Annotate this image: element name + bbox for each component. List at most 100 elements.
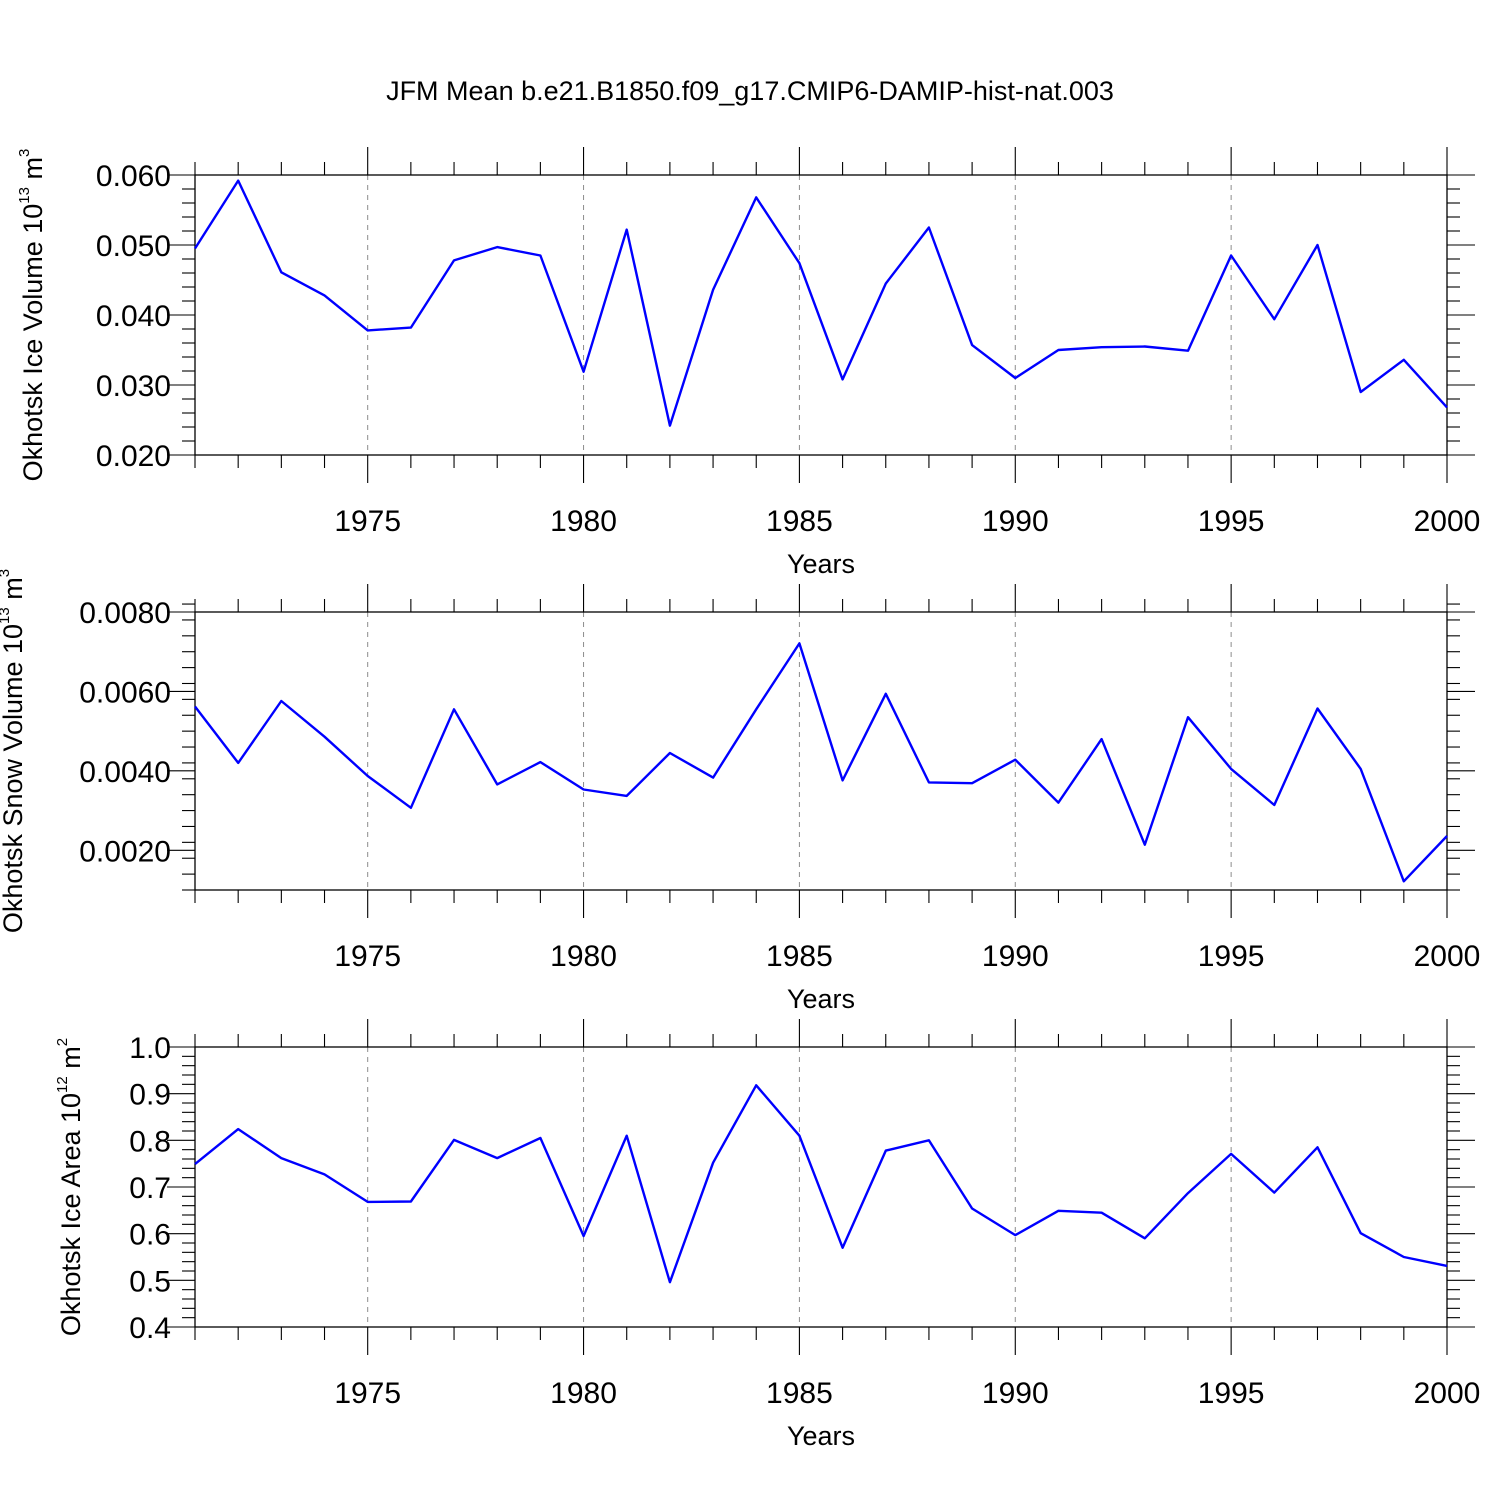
data-point xyxy=(625,794,629,798)
data-point xyxy=(841,377,845,381)
y-tick-label: 0.030 xyxy=(96,370,171,403)
y-tick-label: 0.8 xyxy=(129,1125,171,1158)
data-point xyxy=(409,806,413,810)
x-tick-label: 1995 xyxy=(1198,1377,1265,1410)
x-tick-label: 1985 xyxy=(766,505,833,538)
data-point xyxy=(625,1134,629,1138)
data-point xyxy=(279,699,283,703)
data-point xyxy=(1402,1255,1406,1259)
x-tick-label: 1990 xyxy=(982,1377,1049,1410)
data-point xyxy=(409,326,413,330)
data-point xyxy=(236,761,240,765)
data-point xyxy=(1143,843,1147,847)
data-point xyxy=(1100,345,1104,349)
data-point xyxy=(1186,1191,1190,1195)
data-point xyxy=(236,179,240,183)
y-tick-label: 0.4 xyxy=(129,1312,171,1345)
data-point xyxy=(193,705,197,709)
data-point xyxy=(1315,1145,1319,1149)
y-tick-label: 0.7 xyxy=(129,1172,171,1205)
data-point xyxy=(366,774,370,778)
data-point xyxy=(323,1172,327,1176)
x-tick-label: 1975 xyxy=(334,1377,401,1410)
data-point xyxy=(970,781,974,785)
data-point xyxy=(582,370,586,374)
data-point xyxy=(323,735,327,739)
data-point xyxy=(236,1127,240,1131)
data-point xyxy=(279,270,283,274)
chart-panels: 0.020 0.030 0.040 0.050 0.060 1975 1980 1985 199… xyxy=(0,147,1480,1451)
data-point xyxy=(1186,715,1190,719)
data-point xyxy=(1013,376,1017,380)
plot-frame xyxy=(194,174,1448,456)
panel-ice-volume: 0.020 0.030 0.040 0.050 0.060 1975 1980 1985 199… xyxy=(16,147,1480,579)
data-point xyxy=(797,641,801,645)
data-point xyxy=(1402,879,1406,883)
data-line-ice-volume xyxy=(193,179,1448,427)
data-point xyxy=(1013,1233,1017,1237)
data-point xyxy=(1359,390,1363,394)
data-point xyxy=(582,1234,586,1238)
x-tick-label: 1995 xyxy=(1198,505,1265,538)
data-point xyxy=(1272,1191,1276,1195)
data-point xyxy=(1359,1231,1363,1235)
y-tick-label: 0.020 xyxy=(96,440,171,473)
x-axis-title: Years xyxy=(787,984,855,1014)
data-point xyxy=(1143,345,1147,349)
data-point xyxy=(668,751,672,755)
data-point xyxy=(495,245,499,249)
data-point xyxy=(1143,1236,1147,1240)
data-point xyxy=(841,1246,845,1250)
chart-title: JFM Mean b.e21.B1850.f09_g17.CMIP6-DAMIP… xyxy=(386,76,1114,106)
data-point xyxy=(927,1138,931,1142)
data-point xyxy=(797,1134,801,1138)
x-tick-label: 2000 xyxy=(1414,940,1481,973)
x-tick-label: 1995 xyxy=(1198,940,1265,973)
y-axis-title: Okhotsk Ice Area 1012 m2 xyxy=(54,1038,86,1336)
data-line-snow-volume xyxy=(194,642,1448,883)
data-point xyxy=(538,760,542,764)
x-tick-label: 1990 xyxy=(982,505,1049,538)
data-point xyxy=(841,778,845,782)
x-tick-label: 1975 xyxy=(334,505,401,538)
data-point xyxy=(1272,803,1276,807)
data-point xyxy=(452,707,456,711)
x-tick-label: 1980 xyxy=(550,505,617,538)
data-point xyxy=(538,1136,542,1140)
y-tick-label: 0.5 xyxy=(129,1265,171,1298)
data-line-ice-area xyxy=(194,1084,1448,1284)
data-point xyxy=(927,226,931,230)
y-tick-label: 0.040 xyxy=(96,300,171,333)
x-axis-title: Years xyxy=(787,549,855,579)
x-tick-label: 1980 xyxy=(550,940,617,973)
data-point xyxy=(1445,405,1449,409)
data-point xyxy=(711,1161,715,1165)
data-point xyxy=(754,707,758,711)
data-point xyxy=(1229,767,1233,771)
data-point xyxy=(582,788,586,792)
x-tick-label: 2000 xyxy=(1414,1377,1481,1410)
data-point xyxy=(1100,1211,1104,1215)
panel-snow-volume: 0.0020 0.0040 0.0060 0.0080 1975 1980 1985 1990… xyxy=(0,569,1480,1014)
y-tick-label: 0.060 xyxy=(96,160,171,193)
x-tick-label: 1980 xyxy=(550,1377,617,1410)
data-point xyxy=(754,1083,758,1087)
data-point xyxy=(1056,1209,1060,1213)
data-point xyxy=(625,228,629,232)
y-tick-label: 0.6 xyxy=(129,1219,171,1252)
data-point xyxy=(1186,349,1190,353)
data-point xyxy=(1056,348,1060,352)
y-axis-title: Okhotsk Ice Volume 1013 m3 xyxy=(16,149,48,482)
data-point xyxy=(970,343,974,347)
data-point xyxy=(1315,243,1319,247)
y-tick-label: 1.0 xyxy=(129,1032,171,1065)
x-tick-label: 1985 xyxy=(766,940,833,973)
data-point xyxy=(193,1162,197,1166)
x-tick-label: 1990 xyxy=(982,940,1049,973)
data-point xyxy=(1402,358,1406,362)
y-tick-label: 0.0040 xyxy=(79,756,171,789)
y-tick-label: 0.0060 xyxy=(79,676,171,709)
data-point xyxy=(452,258,456,262)
data-point xyxy=(884,282,888,286)
